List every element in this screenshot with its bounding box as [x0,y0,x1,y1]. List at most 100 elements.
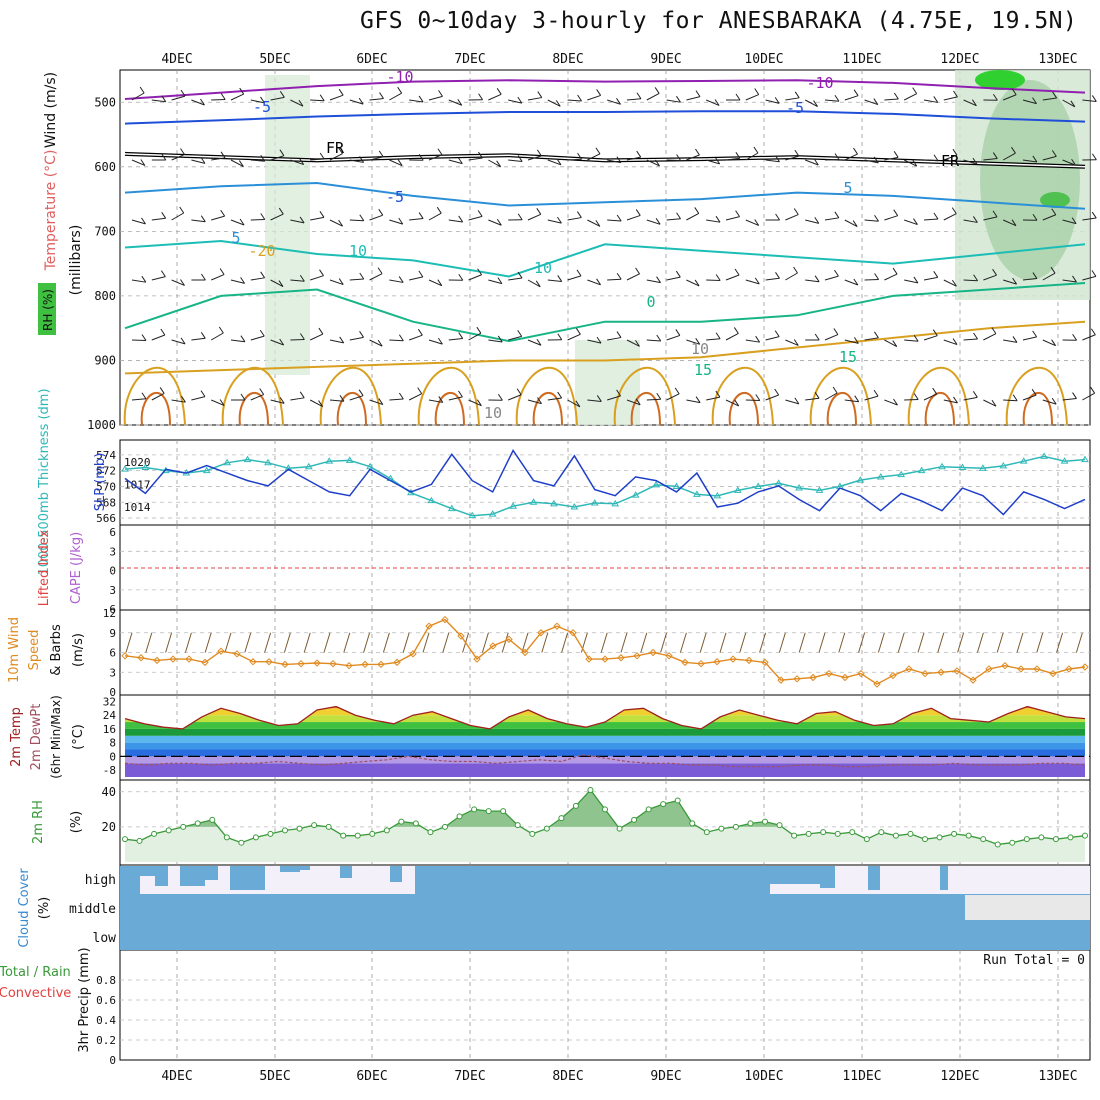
wind-barb [983,333,997,341]
data-point [649,648,657,657]
wind-barb [1051,397,1057,405]
data-point [693,490,701,497]
data-point [201,658,209,667]
data-point [849,829,856,836]
wind-barb [1051,339,1057,346]
wind-barb [1052,91,1058,99]
wind-barb [755,335,761,343]
pressure-tick-label: 500 [94,95,116,109]
wind-barb [587,279,601,286]
wind-barb [991,399,997,407]
wind-barb [1082,334,1096,341]
wind-barb [125,632,133,653]
wind-barb [620,632,628,653]
wind-barb [804,99,818,108]
wind-barb [508,99,522,104]
wind-barb [230,279,245,284]
data-point [427,496,436,504]
wind-barb [616,331,622,338]
axis-label-10m-wind: 10m Wind [7,617,22,683]
cloud-bar [390,866,402,882]
wind-barb [813,158,819,166]
wind-barb [734,268,740,276]
wind-barb [338,147,343,154]
wind-barb [389,219,403,225]
isotherm-label: -5 [786,99,804,117]
wind-barb [706,338,721,341]
wind-barb [892,267,898,275]
wind-barb [686,279,700,287]
data-point [652,480,660,488]
cloud-bar [280,866,300,872]
axis-label-rh: RH (%) [41,289,55,331]
data-point [631,816,638,823]
wind-barb [973,332,978,340]
wind-barb [428,279,442,287]
data-point [921,669,929,678]
data-point [252,834,259,841]
thickness-tick-label: 572 [96,465,116,478]
wind-barb [654,87,660,94]
wind-barb [270,399,285,404]
data-point [514,822,521,829]
wind-barb [359,331,364,338]
wind-barb [377,339,383,347]
wind-barb [852,220,858,227]
wind-barb [587,94,601,101]
axis-label-minmax: (6hr Min/Max) [49,695,63,779]
wind-barb [913,334,919,342]
wind-barb [180,279,185,286]
wind-barb [745,152,759,161]
wind-barb [488,279,503,285]
wind-barb [805,219,819,224]
wind-barb [260,213,266,220]
wind-barb [359,272,365,280]
data-point [121,465,129,472]
wind-barb [458,390,463,398]
wind-barb [409,99,424,103]
wind-barb [151,217,166,221]
wind-barb [496,218,502,226]
wind-barb [211,274,225,281]
data-point [553,622,561,630]
isotherm-line [124,153,1086,168]
data-point [427,829,434,836]
data-point [569,629,577,637]
wind-barb [567,217,582,221]
wind-barb [1091,153,1097,161]
thickness-tick-label: 570 [96,480,116,493]
wind-barb [1072,333,1078,341]
isotherm-label: 15 [694,361,712,379]
data-point [1060,457,1069,464]
wind-barb [497,277,503,284]
wind-barb [290,159,304,166]
wind-barb [937,632,945,653]
data-point [611,499,620,507]
axis-label-slp: SLP (mb) [93,453,108,512]
wind-barb [794,91,800,99]
pressure-tick-label: 900 [94,353,116,367]
wind-barb [933,212,939,220]
wind-barb [676,154,682,161]
warm-contour [613,367,676,426]
warm-contour [907,367,970,426]
wind-barb [299,391,305,399]
data-point [936,834,943,841]
wind-barb [983,399,997,407]
data-point [529,830,536,837]
day-label-bottom: 12DEC [940,1069,979,1084]
wind-barb [527,97,542,101]
wind-barb [873,156,879,164]
wind-barb [220,93,226,100]
warm-contour [711,367,774,426]
wind-barb [774,97,780,104]
wind-barb [913,393,919,400]
wind-barb [733,327,739,334]
data-point [616,825,623,832]
warm-contour [1005,367,1068,426]
wind-barb [299,216,305,224]
wind-barb [547,159,562,166]
pressure-tick-label: 600 [94,160,116,174]
wind-barb [824,275,839,281]
data-point [325,823,332,830]
